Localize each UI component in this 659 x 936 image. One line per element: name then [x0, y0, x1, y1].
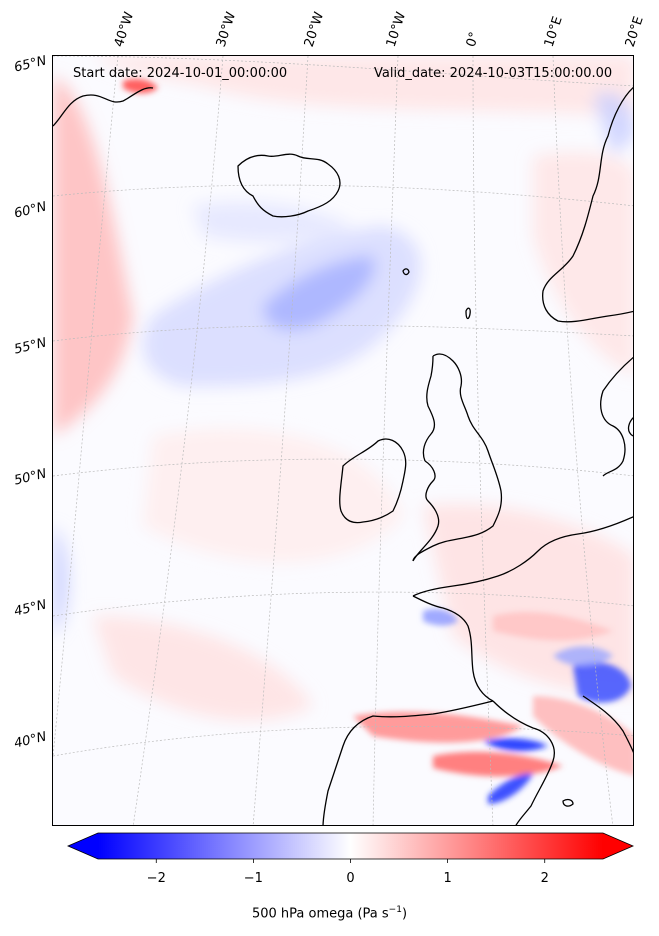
lat-label-45n: 45°N — [12, 597, 49, 620]
colorbar-label: 500 hPa omega (Pa s−1) — [0, 905, 659, 921]
colorbar-outline — [66, 832, 635, 860]
coastline-france-north — [412, 516, 633, 597]
colorbar-tick-label: 1 — [443, 871, 452, 886]
omega-field-map — [53, 56, 633, 825]
colorbar-body — [98, 833, 603, 859]
coastline-iberia — [322, 700, 494, 825]
meridian-line — [372, 56, 399, 825]
lat-label-50n: 50°N — [12, 466, 49, 489]
lat-label-40n: 40°N — [12, 729, 49, 752]
colorbar-tick-label: −1 — [243, 871, 263, 886]
strong-negative-streak-iberia — [483, 738, 548, 752]
map-frame — [52, 55, 634, 826]
negative-region-west — [53, 526, 68, 636]
coastline-england-north — [422, 355, 436, 462]
colorbar-label-main: 500 hPa omega (Pa s — [251, 906, 389, 922]
coastline-italy-med — [582, 695, 633, 753]
parallel-line — [53, 184, 633, 207]
colorbar-tick-label: 0 — [346, 871, 355, 886]
colorbar-extend-low — [68, 833, 98, 859]
parallel-line — [53, 591, 633, 617]
positive-region-southwest — [93, 616, 313, 721]
coastline-norway — [542, 87, 633, 323]
meridian-line — [252, 56, 309, 825]
lon-label-0: 0° — [463, 30, 483, 49]
negative-region-iceland-south — [193, 202, 353, 243]
negative-cell-france — [423, 609, 458, 626]
lon-label-20e: 20°E — [622, 14, 647, 50]
strong-positive-cell-greenland — [123, 78, 158, 94]
coastline-sweden-denmark — [600, 356, 633, 477]
parallel-line — [53, 726, 633, 757]
negative-cell-italy — [553, 646, 613, 667]
parallel-line — [53, 324, 633, 342]
coastline-iceland — [237, 153, 341, 218]
coastline-scotland — [412, 353, 503, 562]
coastline-wales-cornwall — [412, 460, 440, 562]
parallel-line — [53, 56, 633, 87]
lat-label-55n: 55°N — [12, 335, 49, 358]
strong-positive-band-iberia-mid — [433, 751, 563, 777]
coastline-balearic — [562, 798, 574, 807]
colorbar-extend-high — [603, 833, 633, 859]
colorbar-ticks — [155, 859, 546, 863]
lon-label-40w: 40°W — [111, 10, 138, 49]
lon-label-10e: 10°E — [541, 14, 566, 50]
positive-region-northwest — [53, 76, 133, 436]
coastline-greenland — [53, 87, 154, 127]
negative-region-core — [263, 256, 375, 330]
lat-label-65n: 65°N — [12, 53, 49, 76]
positive-region-central — [143, 428, 403, 563]
parallel-line — [53, 458, 633, 477]
strong-negative-streak-iberia-south — [488, 773, 533, 804]
colorbar — [66, 832, 635, 863]
coastlines — [53, 87, 633, 825]
valid-date-text: Valid_date: 2024-10-03T15:00:00.00 — [374, 66, 613, 81]
meridian-line — [472, 56, 494, 825]
coastline-brittany-biscay — [412, 595, 494, 702]
positive-streaks-alps — [493, 611, 613, 641]
coastline-ireland — [339, 438, 407, 524]
lat-label-60n: 60°N — [12, 199, 49, 222]
positive-cell-east-med — [533, 696, 633, 776]
colorbar-tick-label: 2 — [540, 871, 549, 886]
strong-positive-band-iberia-north — [353, 711, 523, 743]
graticule — [53, 56, 633, 825]
start-date-text: Start date: 2024-10-01_00:00:00 — [73, 66, 288, 81]
meridian-line — [132, 56, 224, 825]
lon-label-30w: 30°W — [213, 10, 240, 49]
colorbar-tick-label: −2 — [146, 871, 166, 886]
lon-label-10w: 10°W — [383, 10, 410, 49]
positive-region-north — [93, 56, 633, 116]
coastline-shetland — [465, 307, 471, 320]
positive-region-scandinavia — [533, 152, 633, 375]
strong-negative-cell-mediterranean — [573, 662, 631, 703]
coastline-faroe — [402, 268, 410, 276]
colorbar-label-unit-exponent: −1 — [388, 905, 402, 915]
negative-region-norway-coast — [593, 92, 633, 156]
lon-label-20w: 20°W — [301, 10, 328, 49]
meridian-line — [552, 56, 614, 825]
coastline-iberia-east — [492, 700, 555, 825]
colorbar-label-end: ) — [401, 906, 408, 922]
